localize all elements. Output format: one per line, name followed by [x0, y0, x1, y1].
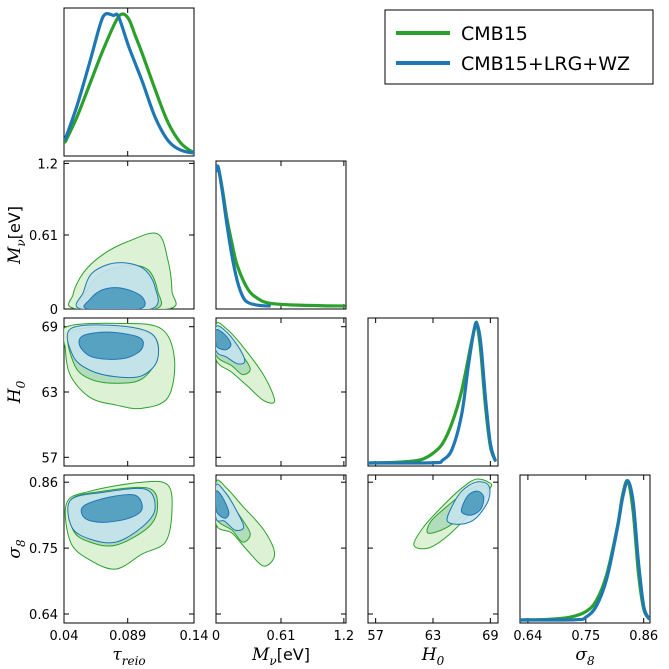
xtick-label-s8-2: 0.86 [629, 629, 658, 644]
posterior-line-cmb15-lrg-wz-tau [64, 11, 194, 155]
xtick-label-mnu-1: 0.61 [267, 629, 296, 644]
x-axis-label-symbol-tau: τ [112, 645, 122, 665]
xtick-label-mnu-0: 0 [212, 629, 220, 644]
ytick-label-h0-0: 57 [41, 451, 58, 466]
posterior-line-cmb15-lrg-wz-s8 [520, 479, 650, 622]
ytick-label-s8-2: 0.86 [29, 476, 58, 491]
y-axis-label-symbol-s8: σ [5, 547, 25, 559]
contour-panel-h0-mnu [216, 322, 276, 404]
ytick-label-s8-1: 0.75 [29, 542, 58, 557]
xtick-label-s8-0: 0.64 [513, 629, 542, 644]
x-axis-label-subscript-h0: 0 [437, 654, 445, 668]
x-axis-label-subscript-tau: reio [122, 654, 146, 668]
legend-label-cmb15: CMB15 [461, 23, 528, 45]
contour-outer-cmb15-lrg-wz-s8-mnu [216, 483, 245, 531]
y-axis-label-h0: H0 [5, 380, 28, 404]
y-axis-label-symbol-mnu: M [5, 246, 25, 265]
ytick-label-mnu-2: 1.2 [37, 157, 58, 172]
posterior-panel-tau [64, 11, 194, 155]
posterior-panel-s8 [520, 478, 650, 622]
ytick-label-s8-0: 0.64 [29, 608, 58, 623]
y-axis-label-subscript-mnu: ν [14, 239, 28, 246]
legend-label-cmb15-lrg-wz: CMB15+LRG+WZ [461, 53, 630, 75]
panel-frame-s8-s8 [519, 474, 651, 624]
y-axis-label-mnu: Mν[eV] [5, 206, 28, 265]
xtick-label-h0-1: 63 [425, 629, 442, 644]
xtick-label-s8-1: 0.75 [571, 629, 600, 644]
x-axis-label-unit-mnu: [eV] [277, 645, 310, 664]
y-axis-label-unit-mnu: [eV] [5, 206, 24, 239]
x-axis-label-symbol-mnu: M [251, 645, 270, 665]
panel-frame-h0-h0 [367, 317, 499, 467]
contour-panel-mnu-tau [68, 232, 177, 309]
contour-panel-s8-mnu [216, 479, 276, 567]
legend: CMB15 CMB15+LRG+WZ [384, 9, 654, 85]
xtick-label-tau-1: 0.089 [109, 629, 146, 644]
contour-inner-cmb15-lrg-wz-s8-h0 [460, 490, 485, 516]
x-axis-label-symbol-s8: σ [575, 645, 587, 665]
posterior-line-cmb15-tau [64, 12, 194, 155]
contour-panel-h0-tau [64, 322, 176, 410]
x-axis-label-subscript-mnu: ν [269, 654, 276, 668]
contour-inner-cmb15-lrg-wz-s8-tau [80, 494, 143, 523]
x-axis-label-h0: H0 [421, 645, 445, 668]
posterior-panel-mnu [216, 164, 346, 308]
ytick-label-h0-1: 63 [41, 386, 58, 401]
panel-frame-mnu-mnu [215, 160, 347, 310]
x-axis-label-symbol-h0: H [421, 645, 438, 665]
y-axis-label-subscript-s8: 8 [14, 539, 28, 547]
legend-frame [384, 9, 654, 85]
contour-inner-cmb15-lrg-wz-h0-mnu [216, 329, 232, 351]
xtick-label-mnu-2: 1.2 [334, 629, 355, 644]
posterior-line-cmb15-lrg-wz-h0 [368, 321, 497, 465]
y-axis-label-subscript-h0: 0 [14, 380, 28, 388]
x-axis-label-subscript-s8: 8 [587, 654, 595, 668]
x-axis-label-s8: σ8 [575, 645, 595, 668]
panels-layer [63, 7, 651, 624]
y-axis-label-s8: σ8 [5, 539, 28, 559]
contour-inner-cmb15-lrg-wz-h0-tau [78, 331, 144, 360]
xtick-label-tau-0: 0.04 [50, 629, 79, 644]
contour-panel-s8-tau [64, 480, 173, 570]
xtick-label-h0-2: 69 [482, 629, 499, 644]
x-axis-label-tau: τreio [112, 645, 145, 668]
contour-inner-cmb15-lrg-wz-mnu-tau [83, 287, 146, 309]
labels-layer: 0.04 0.089 0.14 0 0.61 1.2 57 63 69 0.64 0.75 0.860… [5, 157, 658, 668]
contour-inner-cmb15-lrg-wz-s8-mnu [216, 490, 230, 519]
posterior-panel-h0 [368, 320, 497, 465]
posterior-line-cmb15-lrg-wz-mnu [216, 164, 271, 308]
y-axis-label-symbol-h0: H [5, 387, 25, 404]
contour-panel-s8-h0 [413, 478, 493, 550]
ytick-label-mnu-0: 0 [50, 303, 58, 318]
ytick-label-h0-2: 69 [41, 321, 58, 336]
x-axis-label-mnu: Mν[eV] [251, 645, 310, 668]
xtick-label-h0-0: 57 [367, 629, 384, 644]
ytick-label-mnu-1: 0.61 [29, 229, 58, 244]
xtick-label-tau-2: 0.14 [180, 629, 209, 644]
